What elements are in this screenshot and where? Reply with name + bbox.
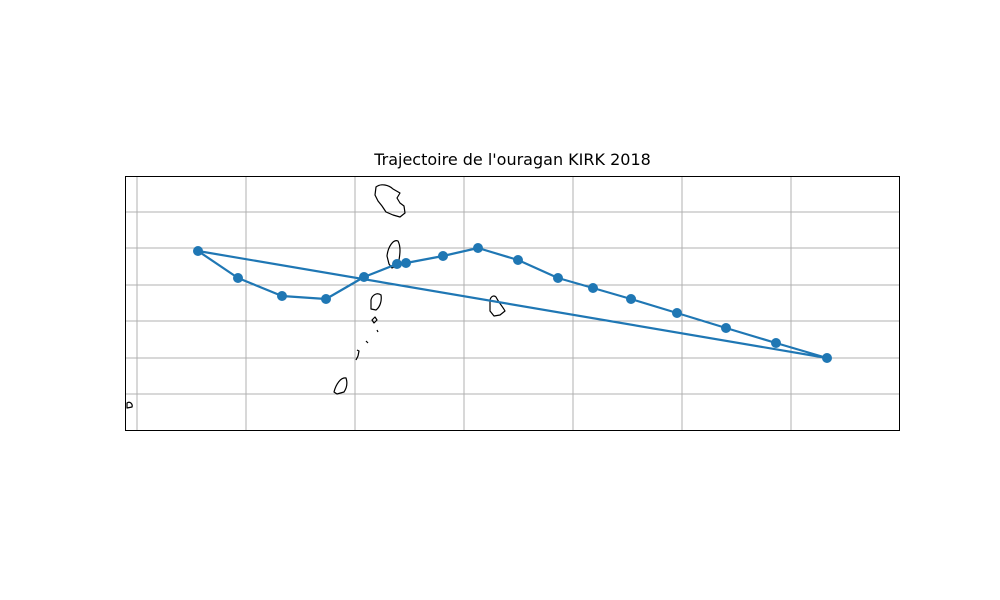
track-point — [588, 283, 598, 293]
island-barbade — [489, 295, 506, 317]
island-grenadine — [376, 329, 379, 333]
island-martinique — [374, 184, 406, 218]
island-grenadine — [355, 349, 360, 361]
island-grenadine — [365, 340, 369, 344]
island-grenadine — [371, 316, 378, 324]
hurricane-track-points — [193, 243, 832, 363]
track-point — [321, 294, 331, 304]
track-point — [513, 255, 523, 265]
track-point — [233, 273, 243, 283]
track-point — [771, 338, 781, 348]
track-point — [553, 273, 563, 283]
island-saint-vincent — [370, 293, 382, 311]
track-point — [401, 258, 411, 268]
track-point — [193, 246, 203, 256]
track-point — [822, 353, 832, 363]
track-point — [672, 308, 682, 318]
coastlines — [126, 184, 506, 409]
track-point — [392, 259, 402, 269]
island-grenade — [333, 377, 348, 395]
track-point — [626, 294, 636, 304]
track-point — [473, 243, 483, 253]
hurricane-track-line — [197, 246, 829, 360]
island-trinite-edge — [126, 401, 133, 409]
map-frame — [125, 176, 900, 431]
gridlines — [126, 177, 899, 430]
map-title: Trajectoire de l'ouragan KIRK 2018 — [374, 150, 651, 169]
track-point — [359, 272, 369, 282]
track-point — [438, 251, 448, 261]
track-point — [277, 291, 287, 301]
track-point — [721, 323, 731, 333]
